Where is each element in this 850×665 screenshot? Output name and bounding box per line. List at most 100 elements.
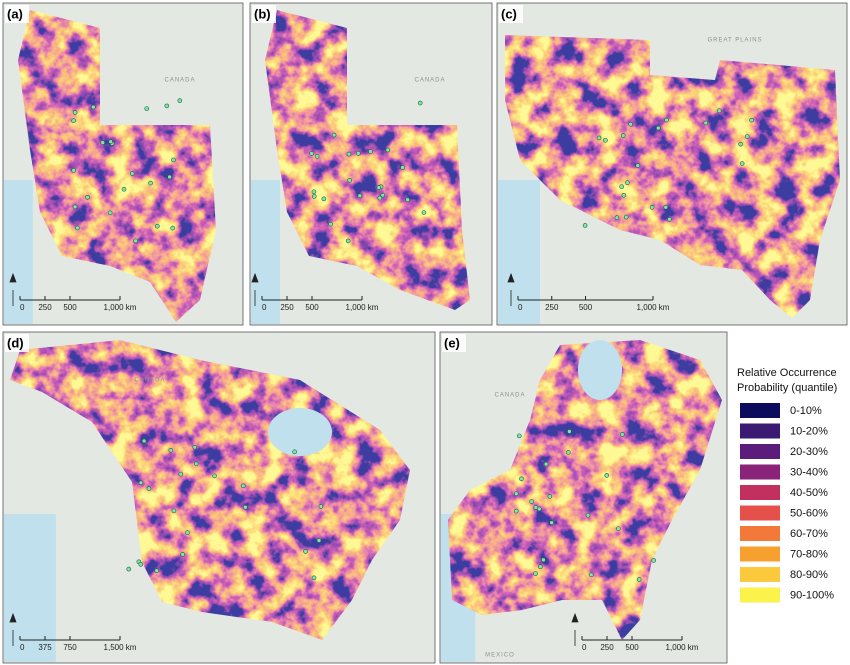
scale-label: 0 [262, 303, 267, 312]
occurrence-point [385, 147, 391, 153]
occurrence-point [138, 562, 144, 567]
legend-label: 60-70% [790, 528, 828, 540]
occurrence-point [72, 110, 78, 115]
occurrence-point [126, 566, 132, 572]
occurrence-point [357, 193, 363, 199]
panel-label-box [499, 5, 523, 23]
occurrence-point [71, 168, 76, 173]
scale-label: 250 [600, 643, 614, 652]
occurrence-point [91, 104, 96, 110]
occurrence-point [621, 193, 627, 198]
occurrence-point [703, 120, 709, 126]
occurrence-point [649, 204, 655, 210]
north-arrow [9, 612, 17, 646]
panel-label: (b) [254, 6, 271, 21]
occurrence-point [311, 575, 317, 581]
occurrence-point [739, 161, 745, 166]
occurrence-point [421, 210, 427, 215]
occurrence-point [185, 530, 190, 536]
panel-label-box [252, 5, 276, 23]
occurrence-point [303, 549, 308, 554]
scale-label: 500 [625, 643, 639, 652]
legend-label: 0-10% [790, 405, 822, 417]
scale-label: 750 [63, 643, 77, 652]
occurrence-point [537, 506, 542, 512]
occurrence-point [138, 480, 144, 486]
scale-label: 1,000 km [346, 303, 379, 312]
occurrence-point [331, 132, 337, 138]
occurrence-point [651, 558, 656, 563]
scale-label: 1,500 km [104, 643, 137, 652]
occurrence-point [72, 204, 78, 210]
occurrence-point [655, 125, 661, 131]
occurrence-point [107, 210, 113, 216]
occurrence-point [738, 141, 743, 147]
legend-label: 70-80% [790, 548, 828, 560]
occurrence-point [345, 238, 351, 244]
scale-label: 500 [579, 303, 593, 312]
occurrence-point [541, 557, 546, 563]
occurrence-point [376, 185, 382, 190]
occurrence-point [519, 476, 524, 482]
occurrence-point [309, 151, 314, 156]
occurrence-point [178, 471, 184, 477]
occurrence-point [368, 149, 373, 154]
panel-label: (d) [7, 335, 24, 350]
occurrence-point [311, 194, 317, 199]
panel-label-box [442, 334, 466, 352]
occurrence-point [538, 564, 543, 570]
occurrence-point [292, 449, 297, 455]
legend-label: 30-40% [790, 466, 828, 478]
occurrence-point [154, 568, 160, 573]
panel-label: (e) [444, 335, 460, 350]
occurrence-point [620, 133, 626, 138]
occurrence-point [663, 204, 669, 210]
occurrence-point [316, 538, 322, 543]
occurrence-point [625, 180, 630, 186]
occurrence-point [148, 180, 153, 186]
occurrence-point [212, 473, 217, 479]
water-body [268, 408, 332, 456]
occurrence-point [328, 221, 333, 227]
panel-label: (a) [7, 6, 23, 21]
occurrence-point [355, 151, 361, 156]
scale-label: 500 [63, 303, 77, 312]
occurrence-point [144, 106, 150, 111]
map-panel: (a) CANADA 0 250 500 1,000 km [2, 2, 244, 326]
panel-label-box [5, 5, 29, 23]
legend-swatch [740, 567, 780, 582]
occurrence-point [75, 225, 80, 231]
occurrence-point [243, 504, 248, 510]
occurrence-point [749, 117, 754, 123]
legend-swatch [740, 546, 780, 562]
north-arrow [571, 612, 579, 646]
occurrence-point [744, 134, 750, 139]
occurrence-point [155, 223, 160, 229]
scale-label: 1,000 km [637, 303, 670, 312]
occurrence-point [716, 108, 722, 114]
legend-title: Relative Occurrence [737, 367, 837, 379]
place-label: CANADA [134, 378, 165, 384]
occurrence-point [620, 432, 625, 437]
occurrence-point [314, 154, 320, 159]
map-panel: (c) GREAT PLAINS 0 250 500 1,000 km [496, 2, 848, 326]
north-arrow [9, 272, 17, 306]
north-arrow [507, 272, 515, 306]
legend-label: 20-30% [790, 446, 828, 458]
legend-label: 50-60% [790, 507, 828, 519]
scale-label: 375 [38, 643, 52, 652]
legend-swatch [740, 423, 780, 439]
map-panel: (e) CANADA MEXICO 0 250 500 1,000 km [439, 331, 728, 664]
occurrence-point [636, 577, 642, 582]
scale-label: 250 [38, 303, 52, 312]
scale-label: 1,000 km [666, 643, 699, 652]
occurrence-point [405, 197, 410, 203]
occurrence-point [585, 512, 591, 518]
scale-label: 250 [280, 303, 294, 312]
panel-label: (c) [501, 6, 517, 21]
ocean [4, 180, 33, 324]
occurrence-point [516, 433, 522, 439]
occurrence-point [167, 174, 172, 180]
